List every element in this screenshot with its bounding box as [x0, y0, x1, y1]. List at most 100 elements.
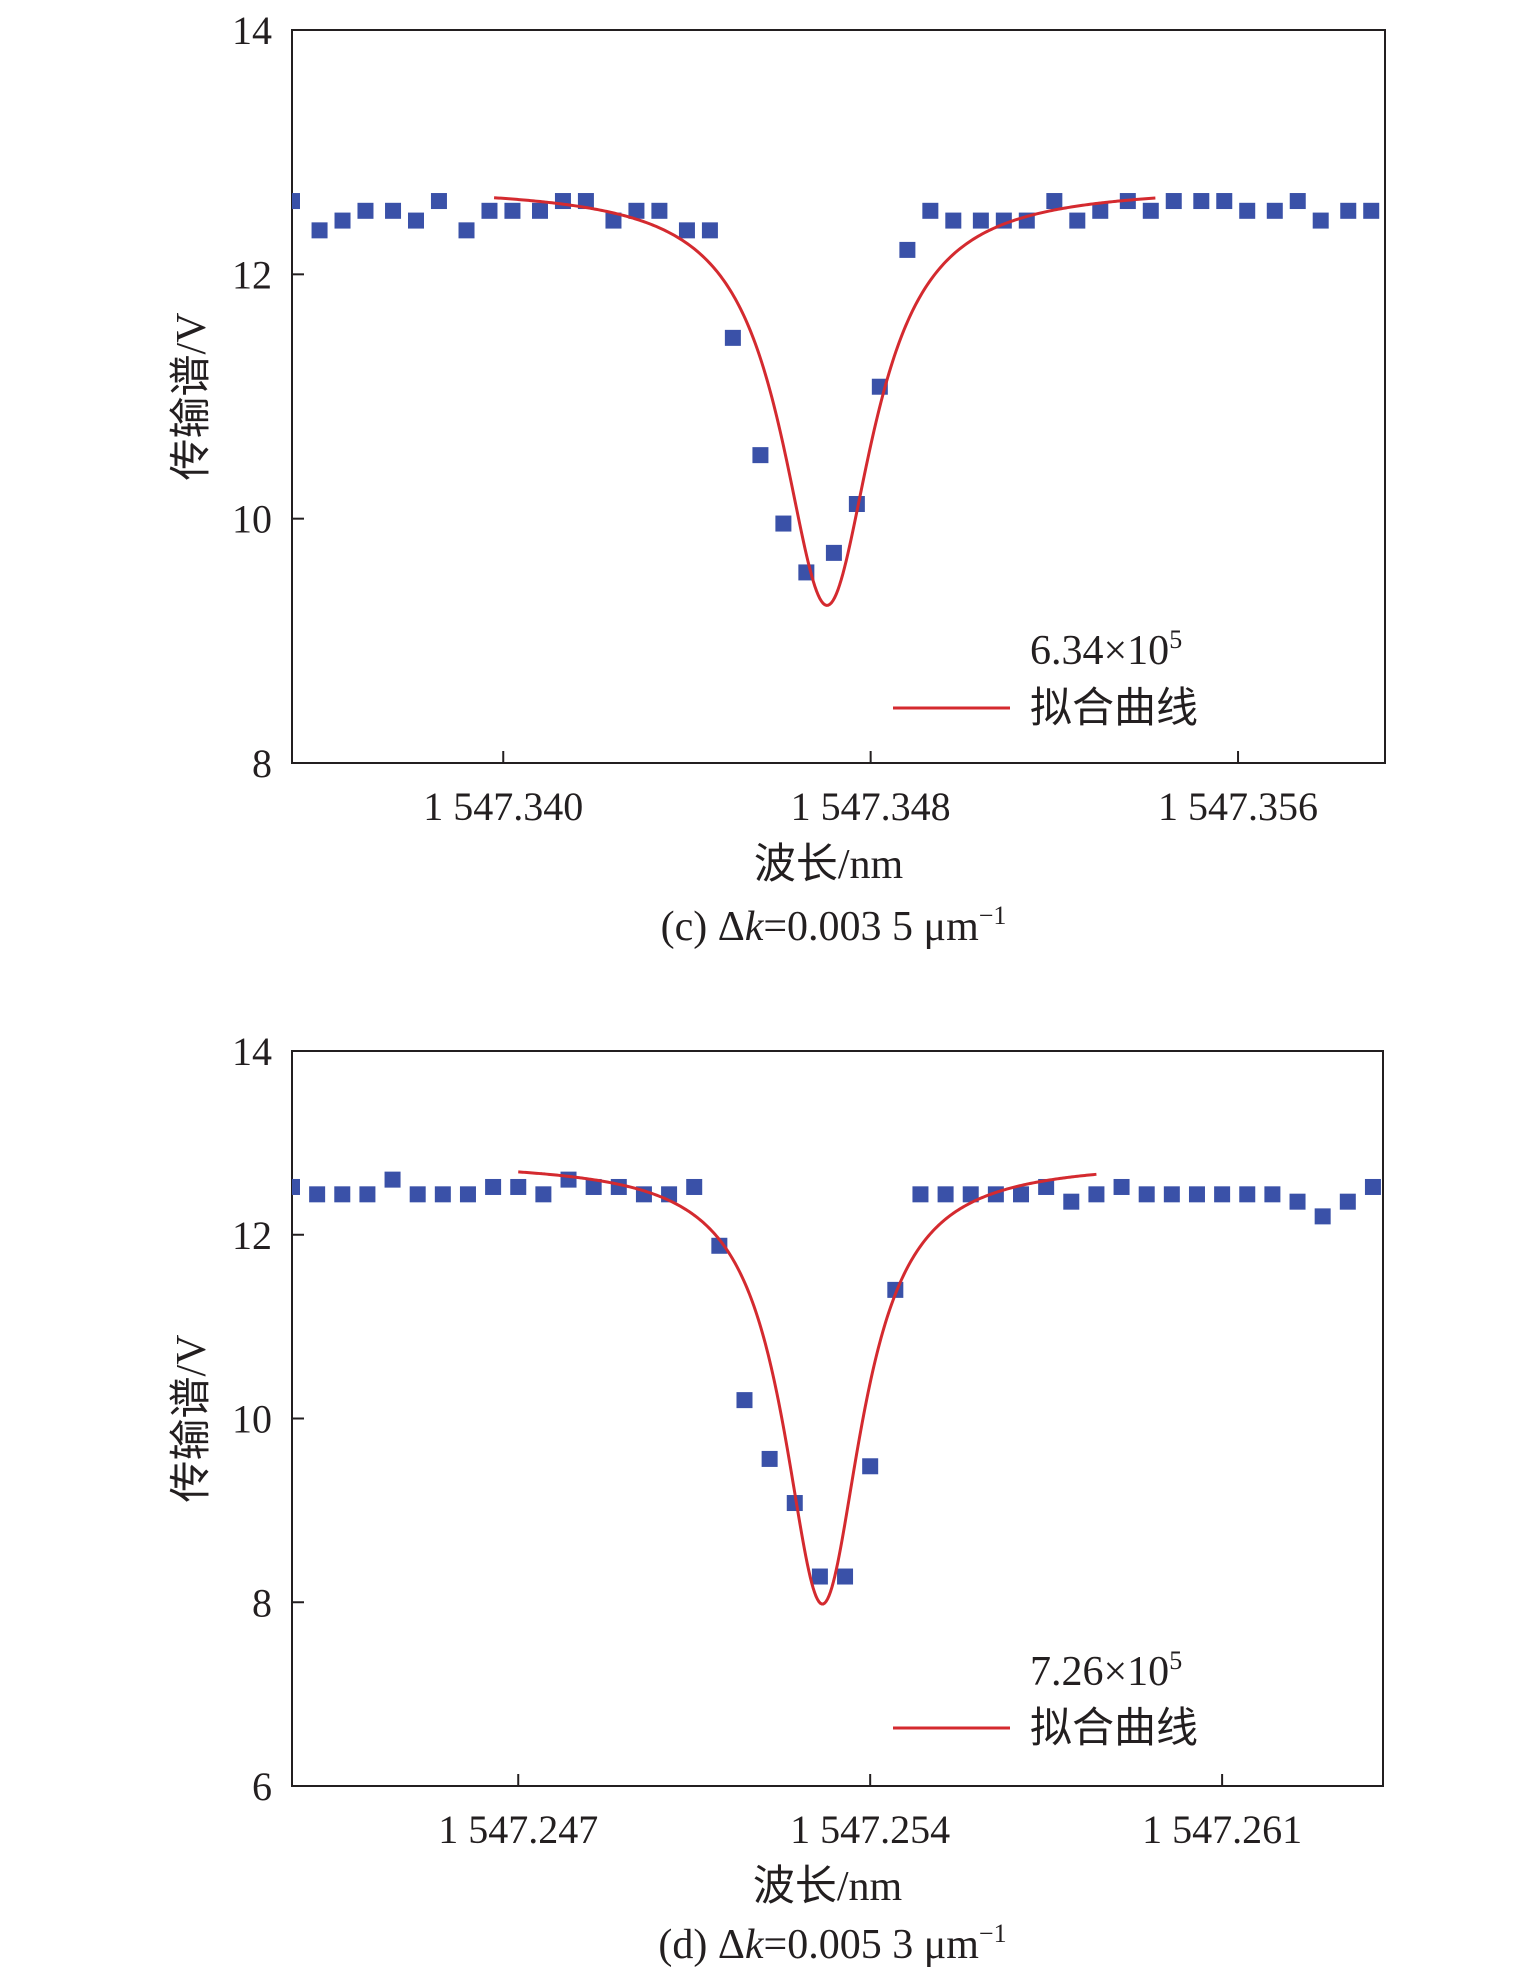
data-point [837, 1568, 854, 1585]
panel-c: 8 10 12 14 1 547.340 1 547.348 1 547.356 波长/nm 传… [169, 8, 1402, 950]
data-point [686, 1178, 703, 1195]
data-point [485, 1178, 502, 1195]
data-point [504, 202, 521, 219]
data-point [1289, 1193, 1306, 1210]
data-point [1138, 1186, 1155, 1203]
data-point [1386, 203, 1402, 219]
data-point [1013, 1186, 1030, 1203]
data-point [1188, 1186, 1205, 1203]
caption-k: k [745, 904, 765, 950]
data-point [459, 1186, 476, 1203]
legend-q-exponent: 5 [1169, 1646, 1182, 1675]
data-point [825, 544, 842, 561]
data-point [554, 193, 571, 210]
data-point [1063, 1193, 1080, 1210]
x-tick-label: 1 547.247 [438, 1807, 598, 1852]
data-point [292, 193, 300, 210]
data-point [972, 212, 989, 229]
data-point [1339, 1193, 1356, 1210]
data-point [311, 222, 328, 239]
data-point [1340, 202, 1357, 219]
y-tick-label: 14 [232, 8, 272, 53]
data-point [1239, 202, 1256, 219]
legend-fit-label: 拟合曲线 [1030, 1706, 1198, 1752]
data-point [937, 1186, 954, 1203]
caption-value: =0.005 3 μm [764, 1922, 980, 1968]
data-point [1038, 1178, 1055, 1195]
data-point [1312, 212, 1329, 229]
panel-caption: (c) Δk=0.003 5 μm−1 [661, 901, 1007, 950]
data-point [309, 1186, 326, 1203]
y-axis-label: 传输谱/V [169, 312, 215, 480]
data-point [510, 1178, 527, 1195]
data-point [945, 212, 962, 229]
data-point [531, 202, 548, 219]
x-tick-label: 1 547.340 [423, 784, 583, 829]
data-point [1165, 193, 1182, 210]
y-tick-label: 14 [232, 1029, 272, 1074]
data-point [585, 1178, 602, 1195]
y-axis-label: 传输谱/V [169, 1334, 215, 1502]
data-point [1214, 1186, 1231, 1203]
data-point [761, 1450, 778, 1467]
x-axis-label: 波长/nm [753, 1864, 903, 1910]
x-axis-label: 波长/nm [754, 842, 904, 888]
data-point [334, 212, 351, 229]
fit-curve [518, 1170, 1097, 1606]
data-point [560, 1171, 577, 1188]
legend-q-factor: 7.26×105 [1030, 1646, 1182, 1695]
data-point [1264, 1186, 1281, 1203]
data-point [359, 1186, 376, 1203]
data-point [1216, 193, 1233, 210]
plot-area [292, 1170, 1381, 1606]
plot-frame [291, 1050, 1384, 1787]
data-point [736, 1392, 753, 1409]
data-point [357, 202, 374, 219]
x-tick-label: 1 547.254 [790, 1807, 950, 1852]
legend-q-factor: 6.34×105 [1030, 625, 1182, 674]
data-point [701, 222, 718, 239]
legend-fit-label: 拟合曲线 [1030, 686, 1198, 732]
caption-superscript: −1 [979, 1919, 1007, 1948]
data-point [1193, 193, 1210, 210]
y-tick-label: 12 [232, 252, 272, 297]
legend-q-base: 6.34×10 [1030, 628, 1169, 674]
data-point [1266, 202, 1283, 219]
data-point [752, 447, 769, 464]
data-point [385, 202, 402, 219]
legend-q-base: 7.26×10 [1030, 1649, 1169, 1695]
y-tick-label: 6 [252, 1764, 272, 1809]
data-point [922, 202, 939, 219]
caption-k: k [745, 1922, 765, 1968]
caption-prefix: (c) Δ [661, 904, 745, 950]
data-point [481, 202, 498, 219]
y-tick-label: 10 [232, 497, 272, 542]
data-point [1113, 1178, 1130, 1195]
y-tick-label: 10 [232, 1397, 272, 1442]
data-point [407, 212, 424, 229]
y-tick-label: 8 [252, 1580, 272, 1625]
caption-superscript: −1 [979, 901, 1007, 930]
data-point [848, 496, 865, 513]
data-point [1239, 1186, 1256, 1203]
data-point [899, 241, 916, 258]
data-point [1092, 202, 1109, 219]
panel-d: 6 8 10 12 14 1 547.247 1 547.254 1 547.261 波长/nm… [169, 1029, 1384, 1968]
data-point [430, 193, 447, 210]
y-tick-label: 12 [232, 1213, 272, 1258]
data-point [678, 222, 695, 239]
data-point [1046, 193, 1063, 210]
data-point [1163, 1186, 1180, 1203]
legend-q-exponent: 5 [1169, 625, 1182, 654]
caption-prefix: (d) Δ [658, 1922, 744, 1968]
x-tick-label: 1 547.348 [791, 784, 951, 829]
data-point [458, 222, 475, 239]
data-point [1142, 202, 1159, 219]
data-point [724, 329, 741, 346]
panel-caption: (d) Δk=0.005 3 μm−1 [658, 1919, 1006, 1968]
x-tick-label: 1 547.261 [1142, 1807, 1302, 1852]
data-point [577, 193, 594, 210]
data-point [775, 515, 792, 532]
data-point [651, 202, 668, 219]
data-point [409, 1186, 426, 1203]
